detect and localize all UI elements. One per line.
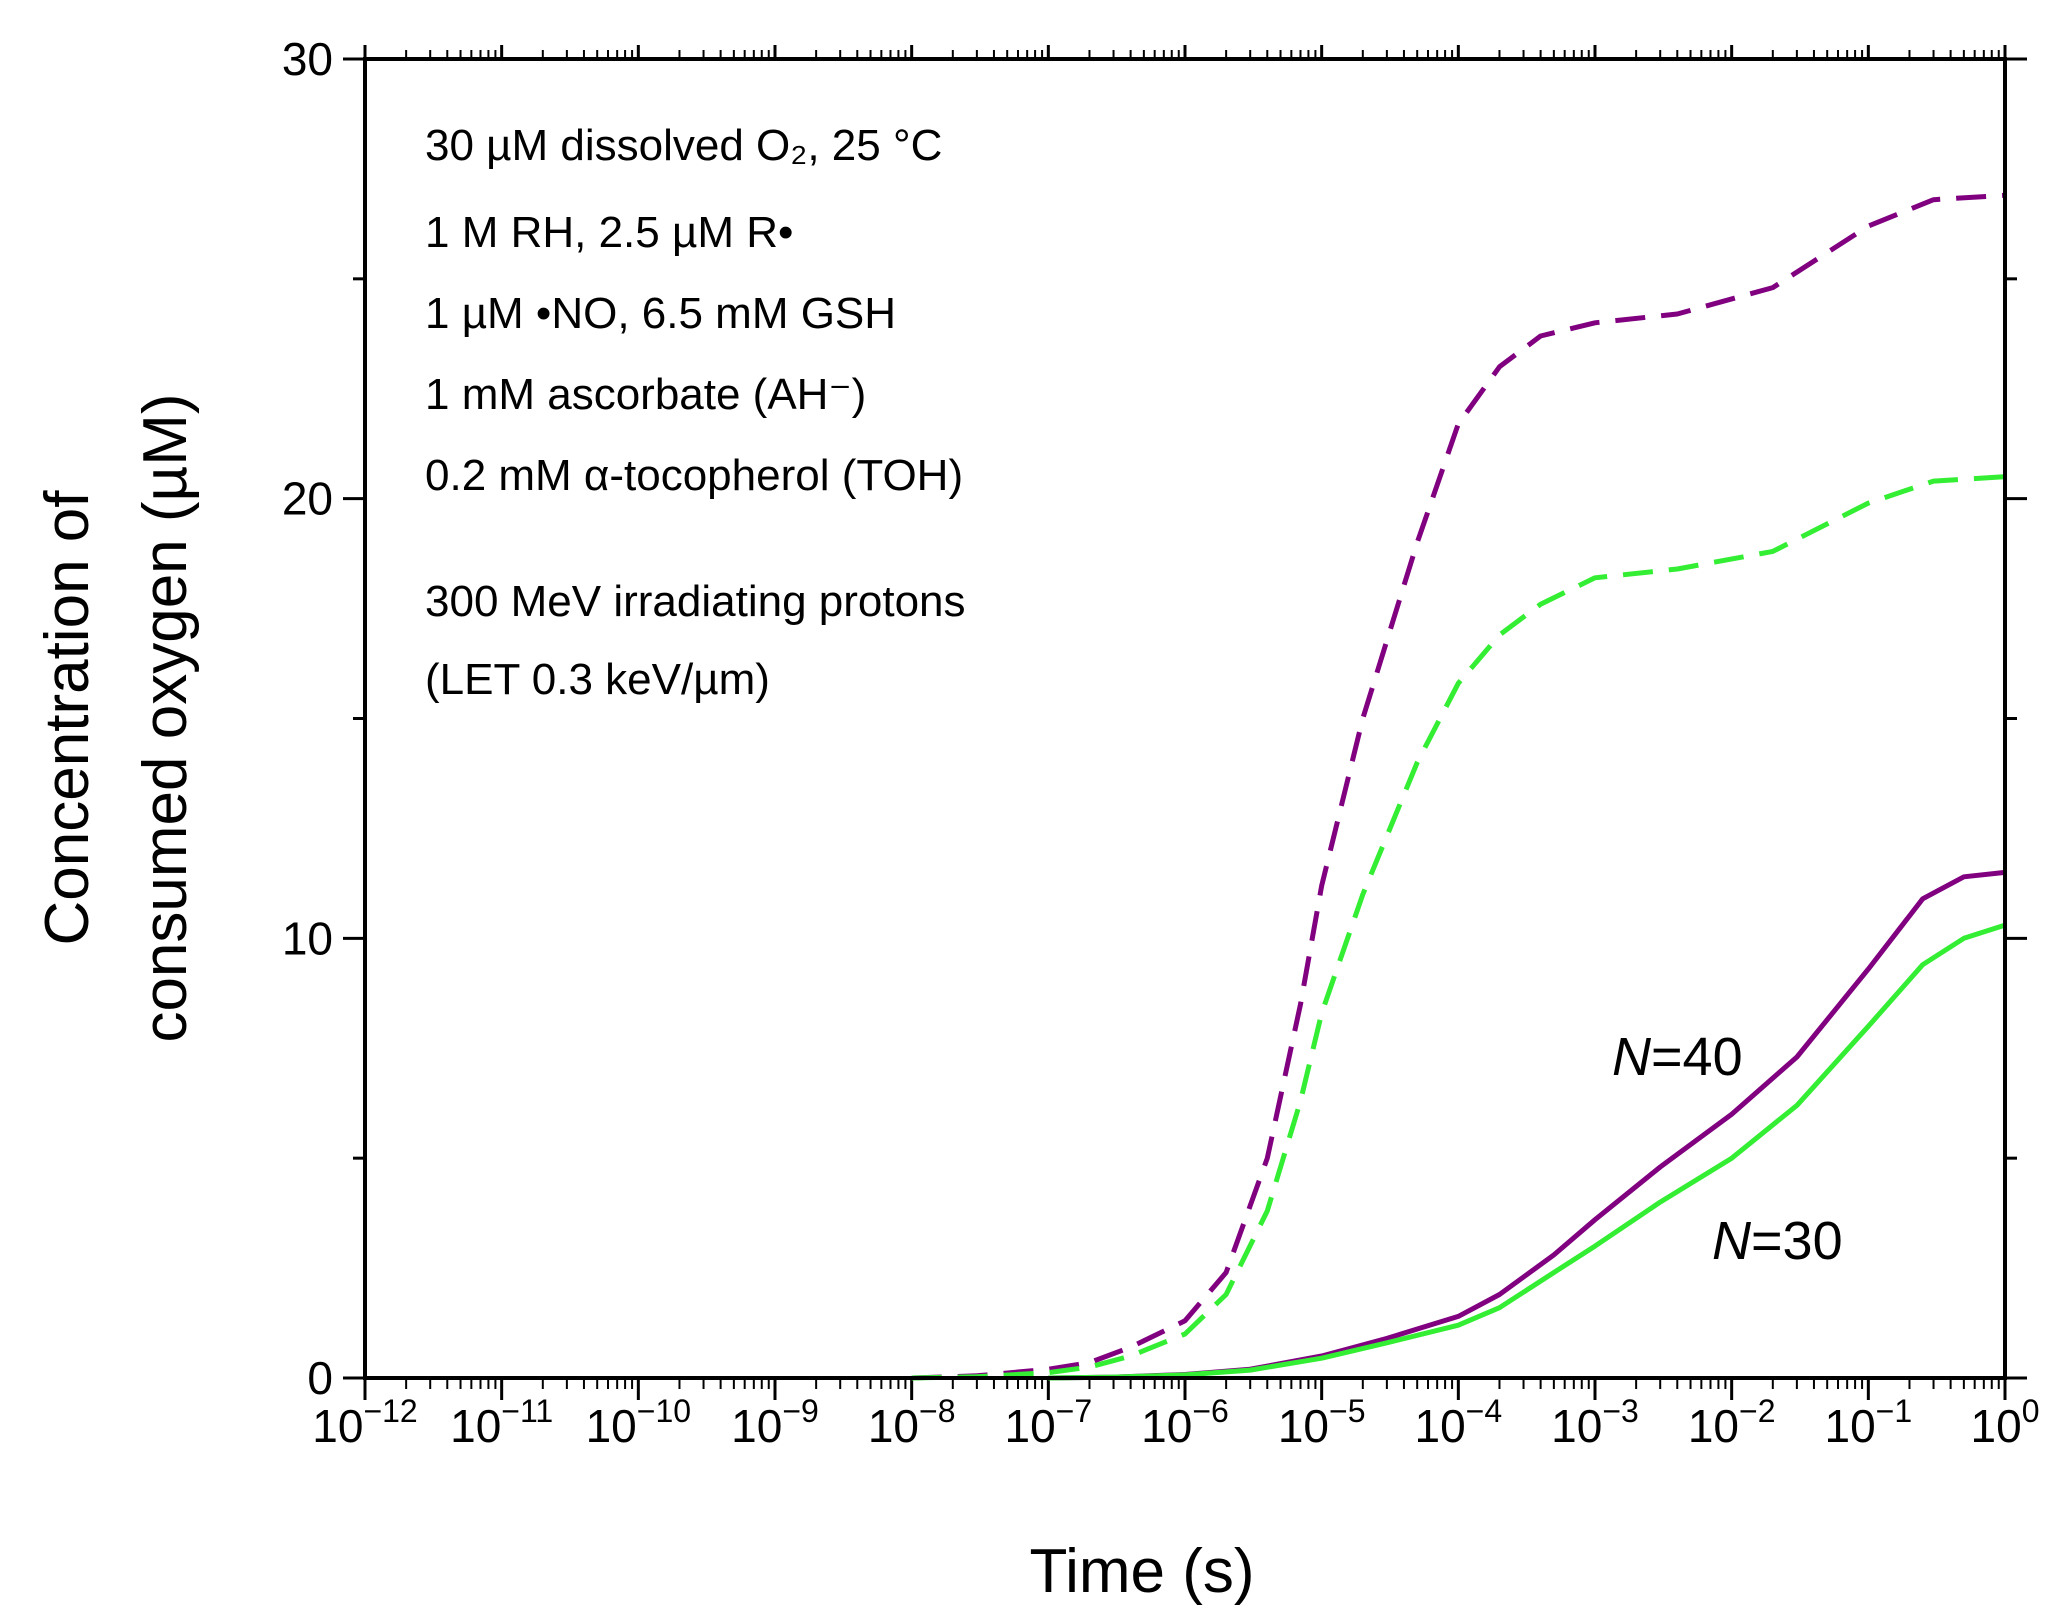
series-line-1 bbox=[911, 192, 2006, 1381]
y-tick-label: 0 bbox=[307, 1352, 333, 1404]
x-tick-label-base: 10 bbox=[1415, 1400, 1466, 1452]
x-tick-label-base: 10 bbox=[312, 1400, 363, 1452]
x-tick-label-exponent: 0 bbox=[2022, 1393, 2040, 1429]
annotation-5: 0.2 mM α-tocopherol (TOH) bbox=[425, 451, 963, 500]
x-tick-label-exponent: −6 bbox=[1192, 1393, 1228, 1429]
x-tick-label-exponent: −2 bbox=[1739, 1393, 1775, 1429]
x-tick-label-exponent: −9 bbox=[782, 1393, 818, 1429]
curve-label-n40: N=40 bbox=[1612, 1027, 1743, 1087]
x-axis-title: Time (s) bbox=[1030, 1537, 1255, 1606]
annotation-4: 1 mM ascorbate (AH⁻) bbox=[425, 370, 866, 419]
x-tick-label-base: 10 bbox=[450, 1400, 501, 1452]
annotation-2: 1 M RH, 2.5 µM R• bbox=[425, 208, 793, 257]
series-layer bbox=[911, 192, 2006, 1381]
x-tick-label: 10−3 bbox=[1551, 1393, 1639, 1452]
x-tick-label-exponent: −3 bbox=[1602, 1393, 1638, 1429]
annotation-7: (LET 0.3 keV/µm) bbox=[425, 655, 770, 704]
annotation-1: 30 µM dissolved O₂, 25 °C bbox=[425, 121, 942, 170]
x-tick-label-exponent: −10 bbox=[637, 1393, 691, 1429]
y-tick-label: 20 bbox=[282, 473, 333, 525]
series-line-3 bbox=[1048, 869, 2006, 1381]
annotation-3: 1 µM •NO, 6.5 mM GSH bbox=[425, 289, 896, 338]
curve-label-n30: N=30 bbox=[1712, 1211, 1843, 1271]
x-tick-label-base: 10 bbox=[586, 1400, 637, 1452]
curve-label-n30-italic: N bbox=[1712, 1211, 1752, 1271]
x-tick-label-exponent: −8 bbox=[919, 1393, 955, 1429]
x-tick-label-exponent: −4 bbox=[1466, 1393, 1502, 1429]
y-tick-label: 30 bbox=[282, 33, 333, 85]
x-tick-label: 10−12 bbox=[312, 1393, 417, 1452]
x-tick-label: 10−9 bbox=[731, 1393, 819, 1452]
annotation-6: 300 MeV irradiating protons bbox=[425, 577, 966, 626]
x-tick-label-base: 10 bbox=[1141, 1400, 1192, 1452]
x-tick-label: 10−5 bbox=[1278, 1393, 1366, 1452]
x-tick-label-exponent: −12 bbox=[363, 1393, 417, 1429]
y-axis-title-line2: consumed oxygen (µM) bbox=[131, 393, 200, 1042]
x-tick-label-base: 10 bbox=[1278, 1400, 1329, 1452]
plot-frame bbox=[363, 57, 2007, 1380]
y-axis-title-line1: Concentration of bbox=[33, 490, 102, 946]
x-tick-label: 10−2 bbox=[1688, 1393, 1776, 1452]
x-tick-label-base: 10 bbox=[1005, 1400, 1056, 1452]
x-tick-label-base: 10 bbox=[1551, 1400, 1602, 1452]
x-tick-label: 10−7 bbox=[1005, 1393, 1093, 1452]
x-tick-label-exponent: −5 bbox=[1329, 1393, 1365, 1429]
x-tick-label-exponent: −1 bbox=[1876, 1393, 1912, 1429]
labels-layer: 10−12 10−11 10−10 10−9 10−8 10−7 10−6 10−5 10−4 1… bbox=[282, 33, 2040, 1452]
x-tick-label-base: 10 bbox=[868, 1400, 919, 1452]
x-tick-label: 10−10 bbox=[586, 1393, 691, 1452]
series-line-4 bbox=[1048, 922, 2006, 1381]
series-line-2 bbox=[911, 474, 2006, 1381]
x-tick-label: 10−4 bbox=[1415, 1393, 1503, 1452]
curve-label-n40-italic: N bbox=[1612, 1027, 1652, 1087]
x-tick-label-exponent: −11 bbox=[501, 1393, 553, 1429]
x-tick-label-base: 10 bbox=[1971, 1400, 2022, 1452]
x-tick-label: 10−6 bbox=[1141, 1393, 1229, 1452]
x-tick-label: 100 bbox=[1971, 1393, 2040, 1452]
x-tick-label-exponent: −7 bbox=[1056, 1393, 1092, 1429]
x-tick-label: 10−11 bbox=[450, 1393, 553, 1452]
x-tick-label-base: 10 bbox=[731, 1400, 782, 1452]
x-tick-label: 10−8 bbox=[868, 1393, 956, 1452]
y-tick-label: 10 bbox=[282, 912, 333, 964]
x-tick-label-base: 10 bbox=[1688, 1400, 1739, 1452]
x-tick-label-base: 10 bbox=[1825, 1400, 1876, 1452]
curve-label-n30-rest: =30 bbox=[1751, 1211, 1843, 1271]
curve-label-n40-rest: =40 bbox=[1651, 1027, 1743, 1087]
annotations: 30 µM dissolved O₂, 25 °C 1 M RH, 2.5 µM… bbox=[425, 121, 966, 704]
x-tick-label: 10−1 bbox=[1825, 1393, 1913, 1452]
